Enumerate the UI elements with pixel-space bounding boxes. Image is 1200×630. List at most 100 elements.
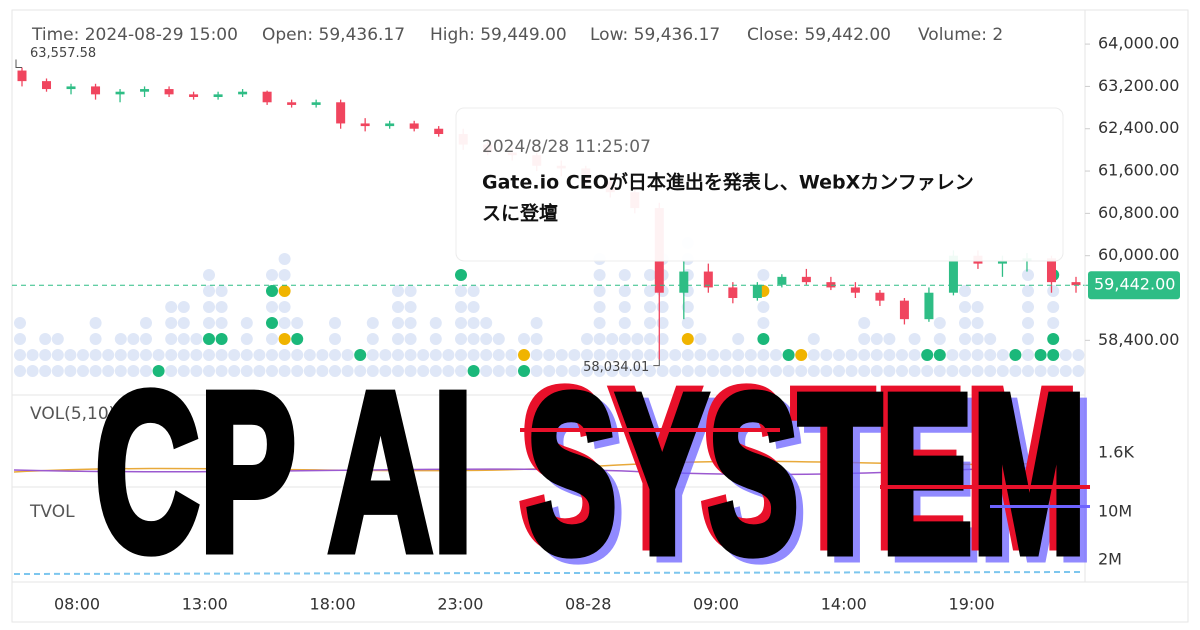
glitch-line: [520, 428, 780, 432]
dot: [127, 365, 140, 377]
dot: [959, 317, 971, 329]
dot: [442, 365, 455, 377]
dot: [782, 365, 795, 377]
dot: [140, 333, 152, 345]
candle-body: [1071, 282, 1081, 286]
dot: [971, 349, 984, 361]
dot: [64, 365, 77, 377]
candle-body: [189, 94, 199, 97]
dot: [618, 285, 631, 297]
dot: [404, 317, 417, 329]
dot: [329, 333, 341, 345]
dot: [291, 349, 304, 361]
dot: [971, 365, 984, 377]
dot: [644, 365, 656, 377]
dot: [543, 365, 556, 377]
dot: [996, 365, 1009, 377]
news-tooltip: 2024/8/28 11:25:07 Gate.io CEOが日本進出を発表し、…: [455, 107, 1064, 262]
dot: [114, 365, 127, 377]
dot: [417, 349, 430, 361]
dot: [757, 333, 770, 345]
candle-body: [409, 123, 419, 129]
dot: [618, 365, 631, 377]
dot: [203, 301, 215, 313]
dot: [883, 365, 896, 377]
candle-body: [1046, 258, 1056, 283]
dot: [593, 269, 606, 281]
dot: [1047, 365, 1060, 377]
dot: [996, 349, 1009, 361]
candle-body: [164, 89, 174, 95]
dot: [568, 349, 581, 361]
glitch-line: [880, 485, 1090, 489]
dot: [530, 317, 543, 329]
dot: [14, 349, 26, 361]
dot: [215, 301, 228, 313]
candle-body: [140, 89, 150, 92]
dot: [656, 317, 669, 329]
dot: [203, 333, 215, 345]
dot: [1047, 349, 1060, 361]
dot: [883, 349, 896, 361]
dot: [933, 333, 946, 345]
dot: [568, 365, 581, 377]
dot: [14, 365, 26, 377]
dot: [1022, 349, 1034, 361]
dot: [581, 365, 593, 377]
dot: [681, 365, 694, 377]
dot: [303, 349, 316, 361]
dot: [228, 349, 241, 361]
dot: [618, 349, 631, 361]
dot: [480, 317, 493, 329]
dot: [492, 349, 505, 361]
dot: [669, 349, 682, 361]
dot: [240, 349, 253, 361]
dot: [253, 349, 266, 361]
candle-body: [336, 102, 346, 124]
dot: [757, 349, 770, 361]
tooltip-box: [455, 107, 1064, 262]
dot: [732, 365, 745, 377]
dot: [404, 285, 417, 297]
tvol-label: TVOL: [29, 502, 75, 522]
dot: [530, 365, 543, 377]
dot: [959, 333, 971, 345]
candle-body: [115, 91, 125, 95]
dot: [203, 365, 215, 377]
dot: [959, 365, 971, 377]
dot: [404, 349, 417, 361]
dot: [732, 333, 745, 345]
dot: [442, 349, 455, 361]
dot: [606, 365, 619, 377]
dot: [644, 333, 656, 345]
dot: [203, 317, 215, 329]
dot: [644, 301, 656, 313]
dot: [669, 365, 682, 377]
dot: [165, 349, 178, 361]
dot: [14, 317, 26, 329]
dot: [467, 317, 480, 329]
x-tick-label: 19:00: [949, 595, 995, 614]
dot: [278, 285, 291, 297]
dot: [593, 349, 606, 361]
candle-body: [826, 282, 836, 288]
dot: [379, 349, 392, 361]
overlay-right-shadow: SYSTEM: [533, 353, 1093, 605]
dot: [593, 285, 606, 297]
dot: [215, 349, 228, 361]
candle-body: [42, 81, 52, 90]
dot: [215, 365, 228, 377]
dot: [530, 349, 543, 361]
ma-line: [13, 460, 1081, 473]
dot: [215, 333, 228, 345]
dot: [656, 365, 669, 377]
dot: [480, 333, 493, 345]
dot: [656, 301, 669, 313]
candle-body: [850, 287, 860, 293]
header-high: High: 59,449.00: [430, 25, 567, 45]
candle-body: [924, 292, 934, 320]
max-label: 63,557.58: [30, 46, 96, 61]
dot: [51, 365, 64, 377]
dot: [1022, 301, 1034, 313]
dot: [77, 365, 89, 377]
